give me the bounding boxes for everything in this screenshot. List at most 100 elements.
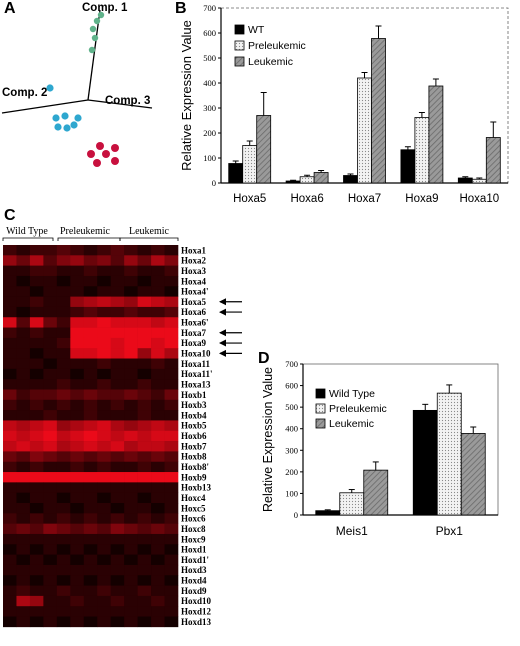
heatmap-cell [43, 410, 58, 421]
heatmap-cell [110, 451, 125, 463]
heatmap-cell [43, 503, 58, 514]
heatmap-cell [70, 420, 85, 432]
heatmap-cell [164, 554, 179, 566]
legend-swatch [315, 418, 326, 429]
heatmap-cell [43, 306, 58, 318]
bar [313, 172, 329, 184]
pca-point [89, 25, 97, 33]
heatmap-cell [83, 348, 98, 359]
heatmap-cell [97, 472, 111, 483]
heatmap-cell [124, 327, 138, 339]
heatmap-row-label: Hoxb9 [181, 472, 207, 482]
heatmap-cell [43, 430, 58, 442]
heatmap-cell [151, 286, 165, 297]
heatmap-cell [124, 296, 138, 308]
heatmap-cell [164, 368, 179, 380]
heatmap-cell [70, 523, 85, 535]
heatmap-cell [110, 399, 125, 411]
heatmap-cell [164, 595, 179, 607]
heatmap-cell [3, 564, 17, 576]
heatmap-cell [56, 348, 71, 359]
heatmap-cell [164, 265, 179, 277]
heatmap-cell [56, 337, 71, 349]
heatmap-cell [151, 461, 165, 473]
heatmap-cell [56, 399, 71, 411]
x-category-label: Pbx1 [436, 524, 464, 538]
heatmap-cell [137, 420, 152, 432]
heatmap-cell [43, 554, 58, 566]
pca-axis-comp3 [87, 99, 153, 109]
pca-label-comp3: Comp. 3 [105, 95, 150, 107]
heatmap-cell [110, 554, 125, 566]
bar [436, 392, 462, 516]
heatmap-cell [151, 337, 165, 349]
heatmap-cell [29, 296, 44, 308]
heatmap-cell [43, 255, 58, 266]
heatmap-cell [29, 461, 44, 473]
heatmap-cell [16, 410, 31, 421]
heatmap-cell [56, 606, 71, 617]
heatmap-cell [97, 275, 111, 287]
heatmap-cell [29, 441, 44, 452]
heatmap-group-label: Preleukemic [60, 226, 111, 237]
heatmap-cell [3, 296, 17, 308]
heatmap-cell [124, 275, 138, 287]
heatmap-cell [137, 585, 152, 597]
heatmap-cell [110, 286, 125, 297]
heatmap-row-label: Hoxc5 [181, 503, 206, 513]
heatmap-cell [97, 286, 111, 297]
heatmap-cell [56, 492, 71, 504]
heatmap-cell [70, 286, 85, 297]
heatmap-cell [110, 575, 125, 586]
bar [228, 163, 244, 184]
pca-plot: Comp. 1 Comp. 2 Comp. 3 [1, 2, 153, 167]
panel-letter-a: A [4, 0, 16, 17]
heatmap-cell [16, 503, 31, 514]
heatmap-cell [16, 379, 31, 390]
heatmap-cell [97, 306, 111, 318]
heatmap-cell [151, 430, 165, 442]
heatmap-cell [56, 420, 71, 432]
heatmap-cell [3, 595, 17, 607]
heatmap-cell [3, 275, 17, 287]
heatmap-cell [16, 533, 31, 545]
heatmap-cell [151, 472, 165, 483]
heatmap-cell [137, 255, 152, 266]
heatmap-cell [3, 513, 17, 524]
heatmap-cell [97, 337, 111, 349]
heatmap-row-label: Hoxb13 [181, 483, 212, 493]
heatmap-cell [56, 368, 71, 380]
heatmap-cell [56, 523, 71, 535]
legend-swatch [234, 56, 245, 67]
heatmap-cell [29, 523, 44, 535]
heatmap-cell [83, 389, 98, 401]
heatmap-row-label: Hoxd1' [181, 555, 209, 565]
heatmap-cell [83, 472, 98, 483]
heatmap-row-label: Hoxb8' [181, 462, 209, 472]
heatmap-cell [110, 420, 125, 432]
pca-point [52, 114, 60, 122]
heatmap-cell [83, 554, 98, 566]
heatmap-cell [70, 513, 85, 524]
y-axis-label: Relative Expression Value [179, 20, 194, 171]
heatmap-cell [83, 275, 98, 287]
y-tick-label: 200 [203, 128, 216, 138]
heatmap-cell [83, 420, 98, 432]
heatmap-cell [3, 606, 17, 617]
heatmap-cell [29, 399, 44, 411]
heatmap-cell [124, 544, 138, 555]
y-axis-label: Relative Expression Value [261, 367, 275, 512]
x-category-label: Hoxa5 [233, 193, 266, 205]
heatmap-cell [3, 441, 17, 452]
heatmap-cell [56, 317, 71, 328]
pca-axis-comp1 [87, 9, 101, 101]
heatmap-cell [16, 472, 31, 483]
heatmap-cell [29, 492, 44, 504]
y-tick-label: 100 [285, 488, 298, 498]
heatmap-group-bracket [57, 237, 121, 241]
heatmap-cell [43, 358, 58, 370]
y-tick-label: 300 [203, 103, 216, 113]
heatmap-cell [110, 544, 125, 555]
heatmap-cell [29, 513, 44, 524]
heatmap-cell [43, 286, 58, 297]
